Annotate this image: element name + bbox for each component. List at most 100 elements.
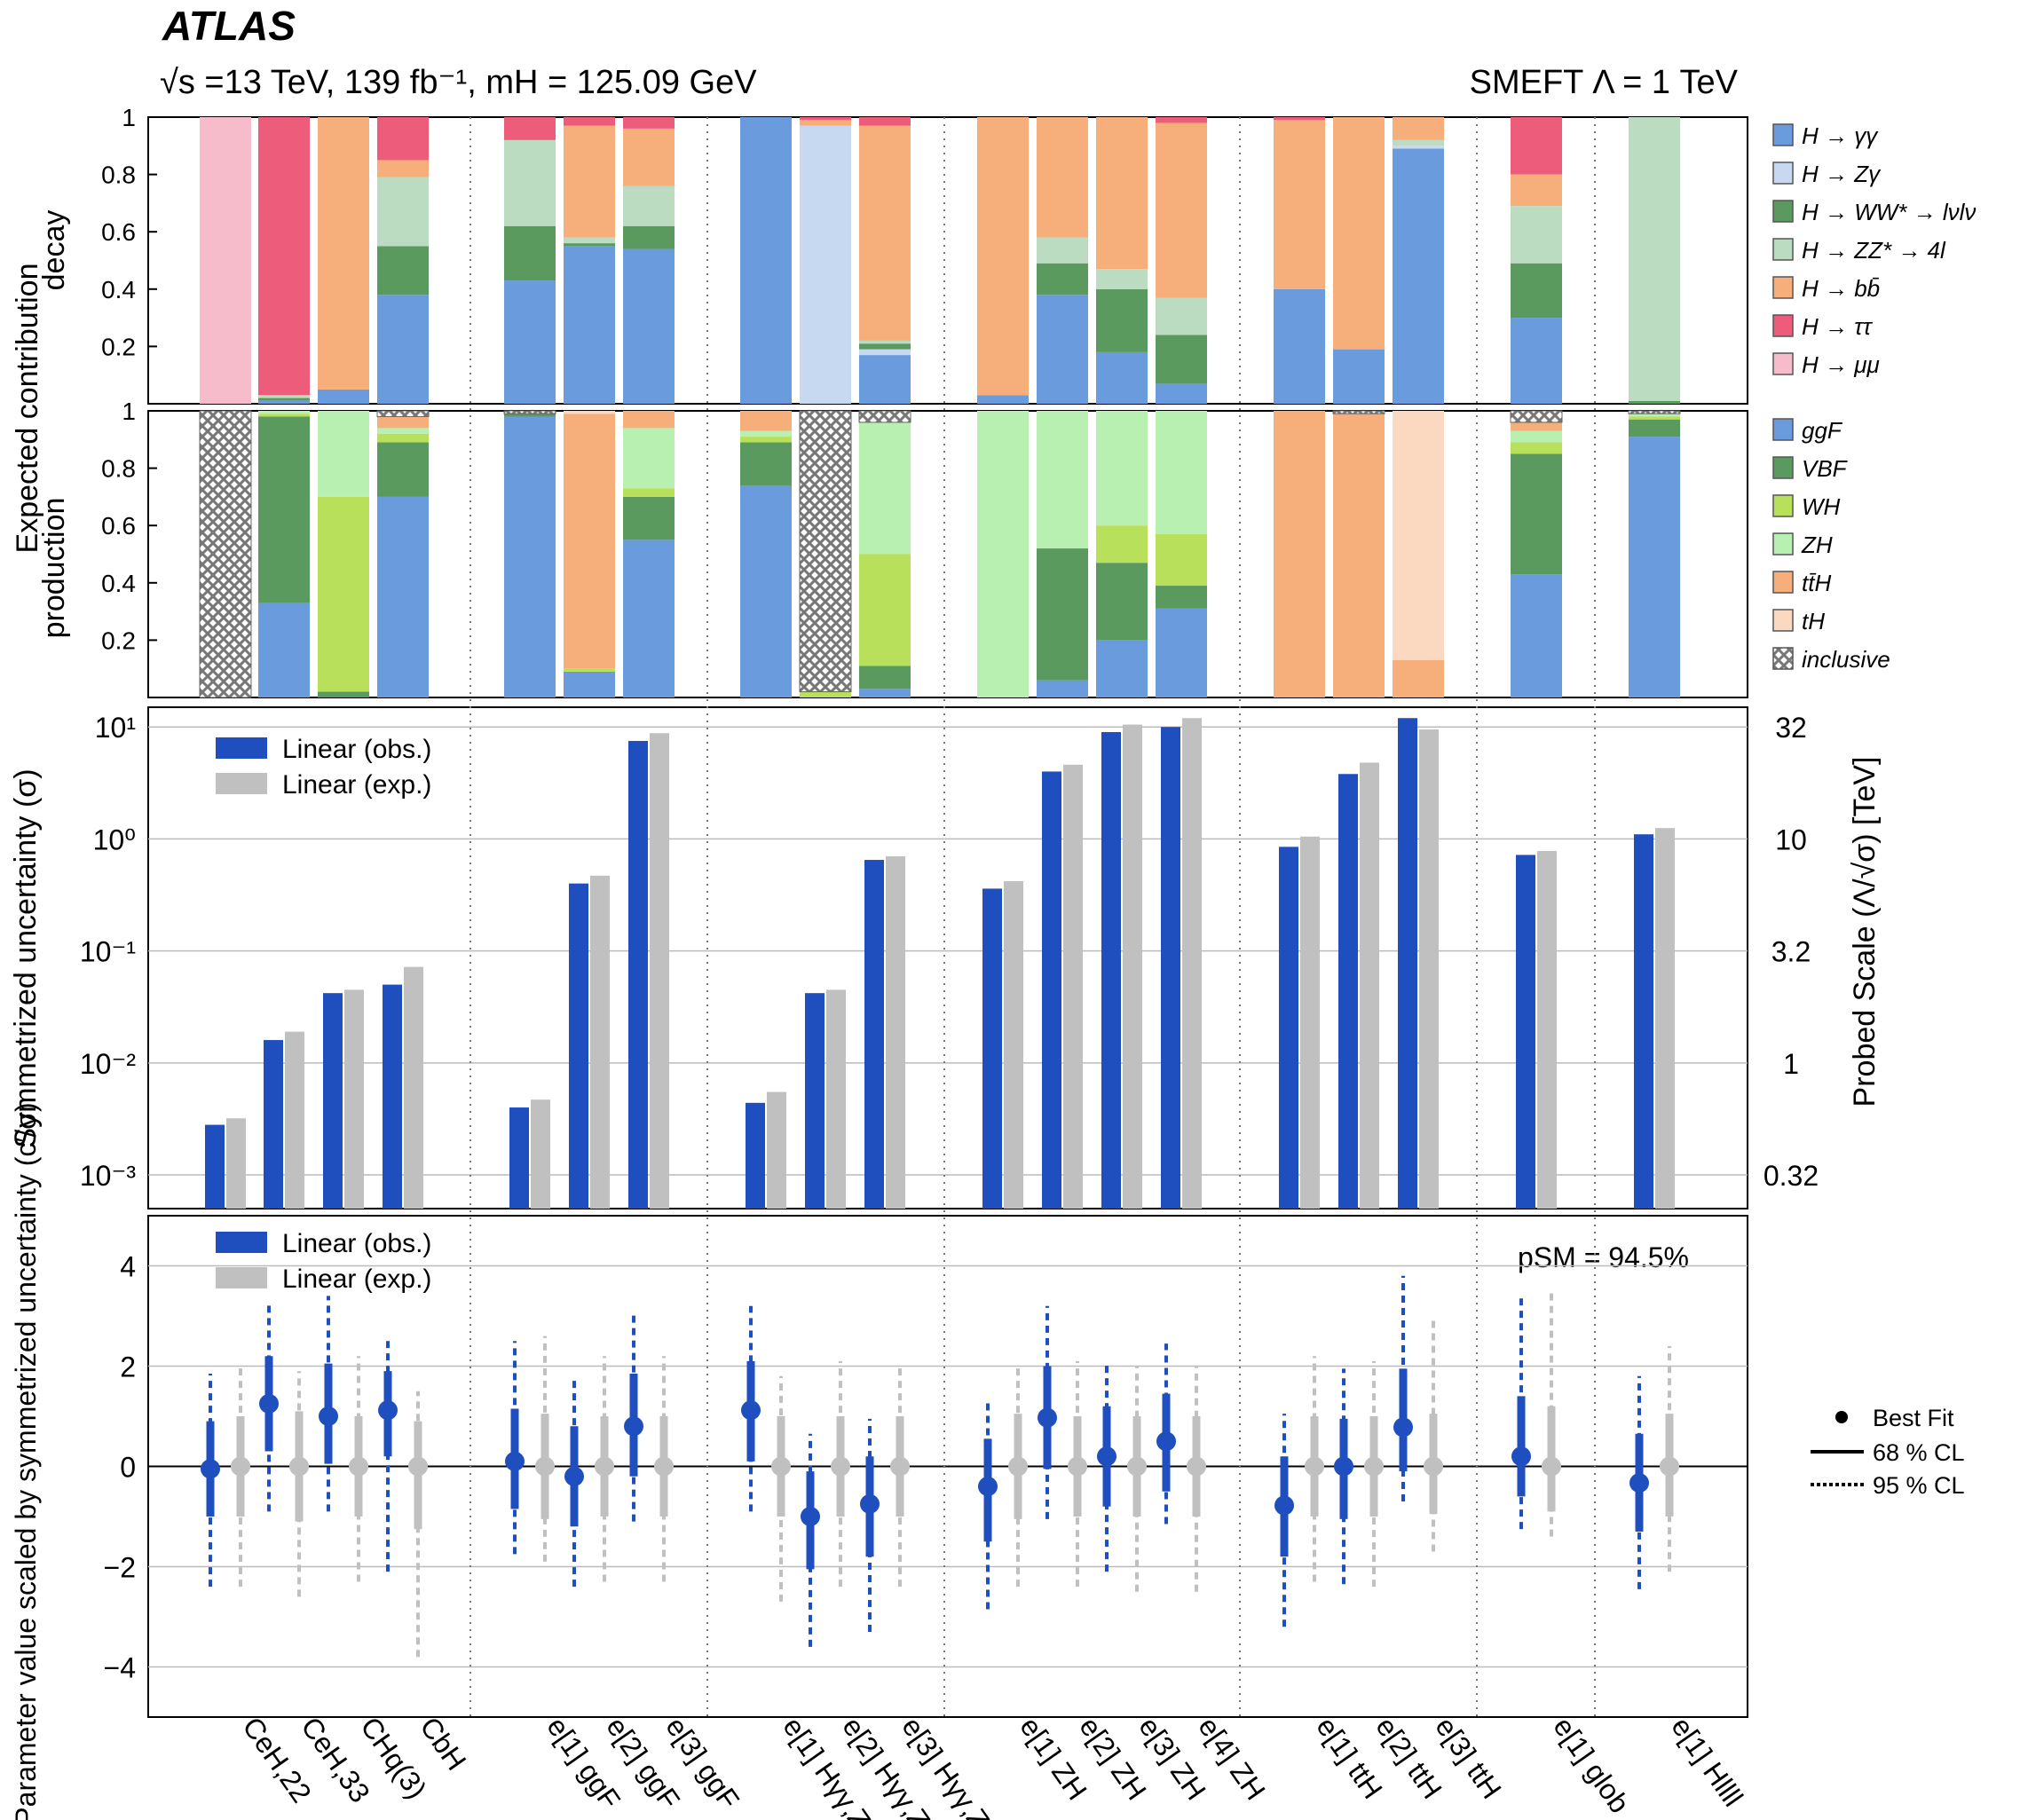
production-bar-segment xyxy=(258,414,310,417)
production-bar-segment xyxy=(199,410,252,698)
production-bar-segment xyxy=(258,603,310,697)
production-bar-segment xyxy=(858,410,911,423)
production-bar-segment xyxy=(859,666,911,689)
uncertainty-bar-obs xyxy=(509,1107,529,1209)
uncertainty-bar-obs xyxy=(864,860,884,1209)
uncertainty-bar-exp xyxy=(285,1031,304,1209)
production-bar-segment xyxy=(1511,574,1562,697)
decay-bar-segment xyxy=(800,125,851,404)
production-bar-segment xyxy=(377,496,429,697)
production-bar-segment xyxy=(318,691,369,697)
fit-best-point-obs xyxy=(978,1477,998,1497)
production-bar-segment xyxy=(1333,414,1385,697)
production-bar-segment xyxy=(1629,414,1680,417)
decay-bar-segment xyxy=(1096,351,1148,404)
fit-best-point-obs xyxy=(1274,1495,1294,1516)
fit-ylabel: Parameter value scaled by symmetrized un… xyxy=(10,1102,42,1820)
fit-best-point-obs xyxy=(564,1466,584,1486)
fit-best-point-exp xyxy=(535,1456,555,1477)
decay-bar-segment xyxy=(1274,117,1325,121)
production-bar-segment xyxy=(623,488,675,497)
uncertainty-bar-exp xyxy=(404,966,423,1209)
production-bar-segment xyxy=(1332,410,1385,414)
uncertainty-bar-obs xyxy=(1101,731,1121,1209)
decay-legend-swatch xyxy=(1772,352,1794,375)
model-label: SMEFT Λ = 1 TeV xyxy=(1470,64,1739,101)
decay-bar-segment xyxy=(623,128,675,186)
uncertainty-bar-obs xyxy=(1161,727,1180,1209)
fit-best-point-obs xyxy=(319,1406,338,1426)
production-bar-segment xyxy=(1156,608,1207,697)
decay-ytick-label: 1 xyxy=(122,104,136,131)
uncertainty-bar-obs xyxy=(1338,774,1358,1209)
uncertainty-bar-obs xyxy=(1634,834,1653,1209)
legend-best-fit-label: Best Fit xyxy=(1873,1405,1954,1431)
fit-best-point-obs xyxy=(801,1507,820,1526)
decay-legend-swatch xyxy=(1772,276,1794,299)
production-bar-segment xyxy=(1156,533,1207,587)
decay-bar-segment xyxy=(1037,263,1088,295)
decay-bar-segment xyxy=(977,395,1029,404)
decay-legend-swatch xyxy=(1772,200,1794,223)
decay-bar-segment xyxy=(1037,237,1088,264)
production-legend-label: VBF xyxy=(1802,455,1849,482)
decay-bar-segment xyxy=(1333,349,1385,404)
decay-bar-segment xyxy=(1511,263,1562,319)
decay-bar-segment xyxy=(1274,288,1325,404)
uncertainty-bar-exp xyxy=(590,875,610,1209)
production-bar-segment xyxy=(1274,411,1325,697)
fit-best-point-obs xyxy=(741,1400,761,1421)
fit-best-point-obs xyxy=(1629,1473,1649,1493)
fit-best-point-obs xyxy=(1038,1407,1057,1428)
fit-ytick-label: −2 xyxy=(104,1552,136,1584)
uncertainty-bar-obs xyxy=(569,883,588,1209)
production-bar-segment xyxy=(1628,410,1681,414)
production-ytick-label: 1 xyxy=(122,398,136,425)
uncertainty-ytick-label: 10⁻¹ xyxy=(80,936,136,968)
decay-bar-segment xyxy=(1629,117,1680,401)
legend-cl68-label: 68 % CL xyxy=(1873,1439,1965,1466)
decay-legend-label: H → WW* → lνlν xyxy=(1802,199,1976,225)
production-bar-segment xyxy=(1037,411,1088,549)
decay-bar-segment xyxy=(1096,117,1148,270)
uncertainty-legend-swatch xyxy=(216,737,267,759)
decay-bar-segment xyxy=(800,117,851,121)
decay-bar-segment xyxy=(318,389,369,404)
category-label: e[1] glob xyxy=(1547,1711,1636,1818)
production-ytick-label: 0.2 xyxy=(101,626,136,654)
fit-best-point-exp xyxy=(1008,1456,1028,1477)
uncertainty-bar-exp xyxy=(1360,762,1379,1209)
decay-panel-frame xyxy=(147,116,1748,405)
production-panel-frame xyxy=(147,410,1748,698)
fit-best-point-obs xyxy=(1156,1431,1176,1452)
decay-bar-segment xyxy=(1511,318,1562,404)
production-bar-segment xyxy=(1096,563,1148,641)
fit-best-point-obs xyxy=(1511,1446,1531,1467)
production-bar-segment xyxy=(1511,442,1562,454)
production-bar-segment xyxy=(800,691,851,697)
uncertainty-bar-exp xyxy=(826,989,846,1209)
decay-bar-segment xyxy=(1156,383,1207,404)
fit-best-point-exp xyxy=(1127,1456,1147,1477)
fit-best-point-exp xyxy=(1424,1456,1443,1477)
decay-bar-segment xyxy=(258,400,310,404)
production-bar-segment xyxy=(1037,680,1088,697)
uncertainty-y2tick-label: 32 xyxy=(1775,712,1807,744)
production-bar-segment xyxy=(1393,660,1444,697)
decay-bar-segment xyxy=(564,237,615,244)
fit-ytick-label: −4 xyxy=(104,1652,136,1684)
decay-legend-label: H → bb̄ xyxy=(1802,275,1880,302)
uncertainty-y2label: Probed Scale (Λ/√σ) [TeV] xyxy=(1848,757,1882,1107)
production-bar-segment xyxy=(377,442,429,497)
production-bar-segment xyxy=(740,411,792,431)
decay-bar-segment xyxy=(564,117,615,126)
fit-legend-label: Linear (obs.) xyxy=(282,1229,431,1258)
decay-ytick-label: 0.2 xyxy=(101,333,136,360)
decay-legend-swatch xyxy=(1772,162,1794,185)
decay-legend-label: H → γγ xyxy=(1802,122,1879,149)
production-bar-segment xyxy=(318,411,369,497)
decay-bar-segment xyxy=(564,246,615,404)
fit-best-point-exp xyxy=(654,1456,674,1477)
fit-best-point-obs xyxy=(624,1416,643,1437)
decay-bar-segment xyxy=(1037,117,1088,238)
